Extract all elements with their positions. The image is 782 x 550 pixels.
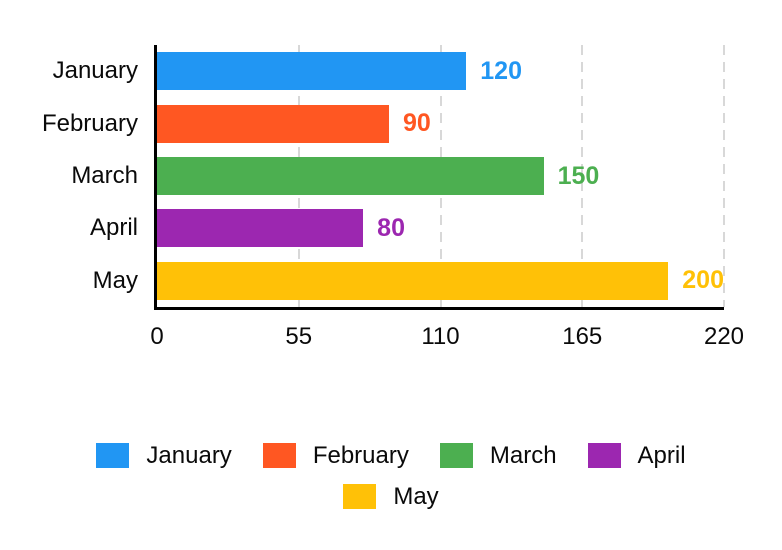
bar-row-april: 80 — [157, 202, 724, 254]
x-tick-110: 110 — [421, 323, 460, 350]
legend-item-may[interactable]: May — [343, 482, 439, 510]
bar-february[interactable] — [157, 104, 389, 143]
bar-value-may: 200 — [682, 266, 724, 295]
gridline-220 — [723, 45, 725, 307]
legend-item-march[interactable]: March — [439, 441, 557, 469]
legend-swatch-may — [343, 484, 377, 509]
legend-label-february: February — [312, 441, 409, 469]
gridline-165 — [581, 45, 584, 307]
legend-swatch-january — [96, 443, 130, 468]
bar-april[interactable] — [157, 209, 364, 248]
legend-swatch-march — [439, 443, 473, 468]
y-label-march: March — [71, 162, 138, 190]
bar-value-february: 90 — [402, 109, 431, 138]
legend-label-march: March — [489, 441, 557, 469]
legend-swatch-february — [262, 443, 296, 468]
legend-row-1: January February March April — [96, 441, 686, 469]
x-tick-220: 220 — [703, 323, 745, 350]
legend-swatch-april — [587, 443, 621, 468]
x-tick-165: 165 — [562, 323, 603, 350]
y-label-january: January — [52, 57, 138, 85]
legend-row-2: May — [343, 482, 439, 510]
bar-rows: 120 90 150 80 200 — [157, 45, 724, 307]
legend-label-may: May — [393, 482, 439, 510]
bar-value-march: 150 — [557, 161, 600, 190]
chart-legend: January February March April May — [0, 443, 782, 509]
bar-value-january: 120 — [480, 56, 522, 85]
y-label-may: May — [92, 266, 138, 294]
x-axis-tick-labels: 0 55 110 165 220 — [150, 310, 744, 350]
bar-january[interactable] — [157, 52, 467, 91]
bar-may[interactable] — [157, 261, 669, 300]
x-tick-0: 0 — [150, 323, 164, 350]
bar-row-february: 90 — [157, 97, 724, 149]
legend-item-april[interactable]: April — [587, 441, 686, 469]
y-label-april: April — [89, 214, 138, 242]
x-tick-55: 55 — [285, 323, 313, 350]
bar-march[interactable] — [157, 157, 544, 196]
bar-value-april: 80 — [377, 213, 405, 242]
bar-row-may: 200 — [157, 255, 724, 307]
legend-label-april: April — [637, 441, 686, 469]
bar-row-march: 150 — [157, 150, 724, 202]
plot-area: 120 90 150 80 200 — [154, 45, 725, 310]
y-label-february: February — [41, 109, 138, 137]
bar-row-january: 120 — [157, 45, 724, 97]
legend-label-january: January — [146, 441, 232, 469]
legend-item-january[interactable]: January — [96, 441, 232, 469]
y-axis-labels: January February March April May — [0, 45, 138, 307]
legend-item-february[interactable]: February — [262, 441, 409, 469]
